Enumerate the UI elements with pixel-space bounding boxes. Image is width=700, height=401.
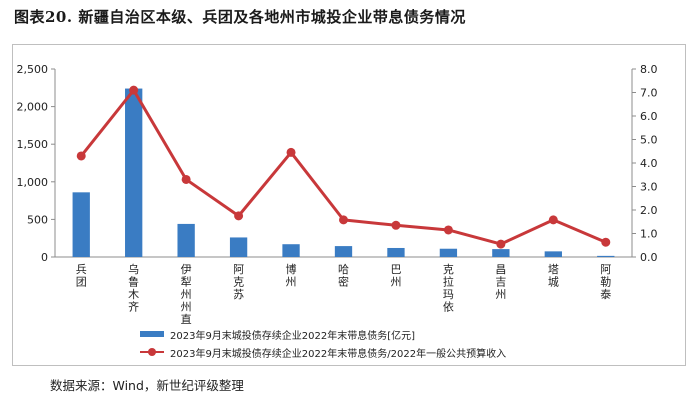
legend: 2023年9月末城投债存续企业2022年末带息债务[亿元] 2023年9月末城投…	[140, 325, 506, 361]
data-source: 数据来源：Wind，新世纪评级整理	[50, 378, 244, 393]
y-right-tick-label: 3.0	[640, 181, 658, 194]
bar	[282, 244, 300, 257]
legend-line-swatch	[140, 347, 164, 357]
bar	[597, 255, 615, 257]
legend-bar-swatch	[140, 331, 164, 337]
x-tick-label: 哈密	[338, 263, 349, 289]
ratio-point	[286, 147, 296, 157]
y-left-tick-label: 500	[27, 213, 48, 226]
bar	[387, 247, 405, 257]
y-right-tick-label: 5.0	[640, 134, 658, 147]
ratio-point	[443, 225, 453, 235]
bar	[544, 251, 562, 257]
bar	[125, 88, 143, 257]
y-left-tick-label: 0	[41, 251, 48, 264]
bar	[72, 192, 90, 257]
y-right-tick-label: 1.0	[640, 228, 658, 241]
ratio-point	[181, 174, 191, 184]
x-tick-label: 博州	[286, 263, 297, 289]
ratio-point	[496, 239, 506, 249]
x-tick-label: 阿勒泰	[600, 263, 611, 301]
x-tick-label: 塔城	[548, 263, 559, 289]
ratio-point	[129, 85, 139, 95]
legend-item-line: 2023年9月末城投债存续企业2022年末带息债务/2022年一般公共预算收入	[140, 343, 506, 361]
ratio-point	[234, 211, 244, 221]
ratio-point	[601, 237, 611, 247]
x-tick-label: 乌鲁木齐	[128, 262, 139, 314]
y-right-tick-label: 0.0	[640, 251, 658, 264]
x-tick-label: 克拉玛依	[443, 263, 454, 314]
bar	[492, 249, 510, 257]
y-right-tick-label: 8.0	[640, 63, 658, 76]
bar	[439, 248, 458, 257]
y-left-tick-label: 2,000	[17, 101, 49, 114]
ratio-point	[391, 220, 401, 230]
ratio-point	[339, 215, 348, 225]
bar	[334, 246, 353, 257]
chart-frame	[12, 44, 686, 366]
y-right-tick-label: 4.0	[640, 157, 658, 170]
chart-title: 图表20. 新疆自治区本级、兵团及各地州市城投企业带息债务情况	[14, 8, 466, 26]
y-right-tick-label: 6.0	[640, 110, 658, 123]
y-left-tick-label: 2,500	[17, 63, 49, 76]
y-right-tick-label: 7.0	[640, 87, 658, 100]
y-left-tick-label: 1,500	[17, 138, 49, 151]
x-tick-label: 阿克苏	[233, 263, 244, 301]
ratio-point	[76, 151, 86, 161]
x-tick-label: 兵团	[76, 263, 87, 289]
x-tick-label: 昌吉州	[495, 263, 506, 301]
x-tick-label: 巴州	[390, 263, 401, 289]
y-right-tick-label: 2.0	[640, 204, 658, 217]
x-tick-label: 伊犁州州直	[181, 263, 192, 326]
y-left-tick-label: 1,000	[17, 176, 49, 189]
bar	[229, 237, 248, 257]
ratio-point	[548, 215, 558, 225]
legend-item-bar: 2023年9月末城投债存续企业2022年末带息债务[亿元]	[140, 325, 506, 343]
bar	[177, 223, 195, 257]
legend-label-line: 2023年9月末城投债存续企业2022年末带息债务/2022年一般公共预算收入	[170, 348, 507, 360]
legend-label-bar: 2023年9月末城投债存续企业2022年末带息债务[亿元]	[170, 330, 416, 342]
